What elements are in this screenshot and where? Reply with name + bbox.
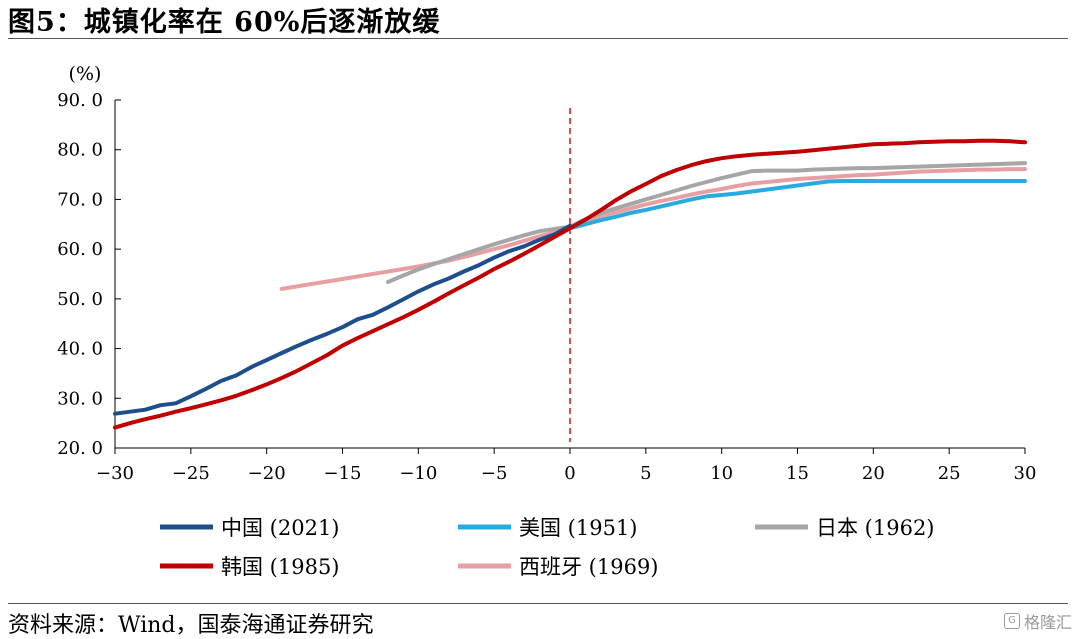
legend-label-1: 中国 (2021) xyxy=(221,516,340,540)
line-chart: 20. 0 30. 0 40. 0 50. 0 60. 0 70. 0 80. 0 90. 0… xyxy=(57,63,1036,579)
y-axis-unit: (%) xyxy=(69,63,102,85)
series-line-2 xyxy=(568,179,1027,231)
title-divider xyxy=(8,38,1068,39)
y-tick-label: 30. 0 xyxy=(57,388,103,409)
x-tick-label: 10 xyxy=(710,463,733,484)
x-tick-label: −15 xyxy=(324,463,362,484)
x-tick-label: 0 xyxy=(564,463,575,484)
source-divider xyxy=(8,603,1068,604)
axes: 20. 0 30. 0 40. 0 50. 0 60. 0 70. 0 80. 0 90. 0… xyxy=(57,63,1036,484)
x-tick-label: 30 xyxy=(1014,463,1037,484)
series-layer xyxy=(113,138,1027,430)
y-tick-label: 90. 0 xyxy=(57,90,103,111)
y-tick-label: 60. 0 xyxy=(57,239,103,260)
legend-label-2: 美国 (1951) xyxy=(519,516,638,540)
series-line-3 xyxy=(386,161,1027,284)
series-line-4 xyxy=(113,138,1027,430)
legend-label-5: 西班牙 (1969) xyxy=(519,555,659,579)
legend: 中国 (2021) 美国 (1951) 日本 (1962) 韩国 (1985) 西班牙 … xyxy=(160,516,935,579)
watermark: G 格隆汇 xyxy=(1003,609,1072,633)
y-tick-label: 70. 0 xyxy=(57,189,103,210)
y-tick-label: 50. 0 xyxy=(57,289,103,310)
legend-label-4: 韩国 (1985) xyxy=(221,555,340,579)
x-tick-label: 25 xyxy=(938,463,961,484)
y-tick-label: 20. 0 xyxy=(57,438,103,459)
legend-label-3: 日本 (1962) xyxy=(816,516,935,540)
x-tick-label: −30 xyxy=(96,463,134,484)
x-tick-label: 15 xyxy=(786,463,809,484)
x-tick-label: 20 xyxy=(862,463,885,484)
y-tick-label: 80. 0 xyxy=(57,140,103,161)
x-tick-label: −10 xyxy=(399,463,437,484)
x-tick-label: 5 xyxy=(640,463,651,484)
x-tick-label: −5 xyxy=(481,463,508,484)
watermark-text: 格隆汇 xyxy=(1023,613,1072,632)
chart-title: 图5：城镇化率在 60%后逐渐放缓 xyxy=(8,7,441,38)
y-tick-label: 40. 0 xyxy=(57,339,103,360)
series-line-5 xyxy=(279,167,1027,291)
watermark-logo-icon: G xyxy=(1003,613,1020,629)
x-tick-label: −25 xyxy=(172,463,210,484)
source-note: 资料来源：Wind，国泰海通证券研究 xyxy=(8,613,374,638)
x-tick-label: −20 xyxy=(248,463,286,484)
series-line-1 xyxy=(113,223,572,416)
